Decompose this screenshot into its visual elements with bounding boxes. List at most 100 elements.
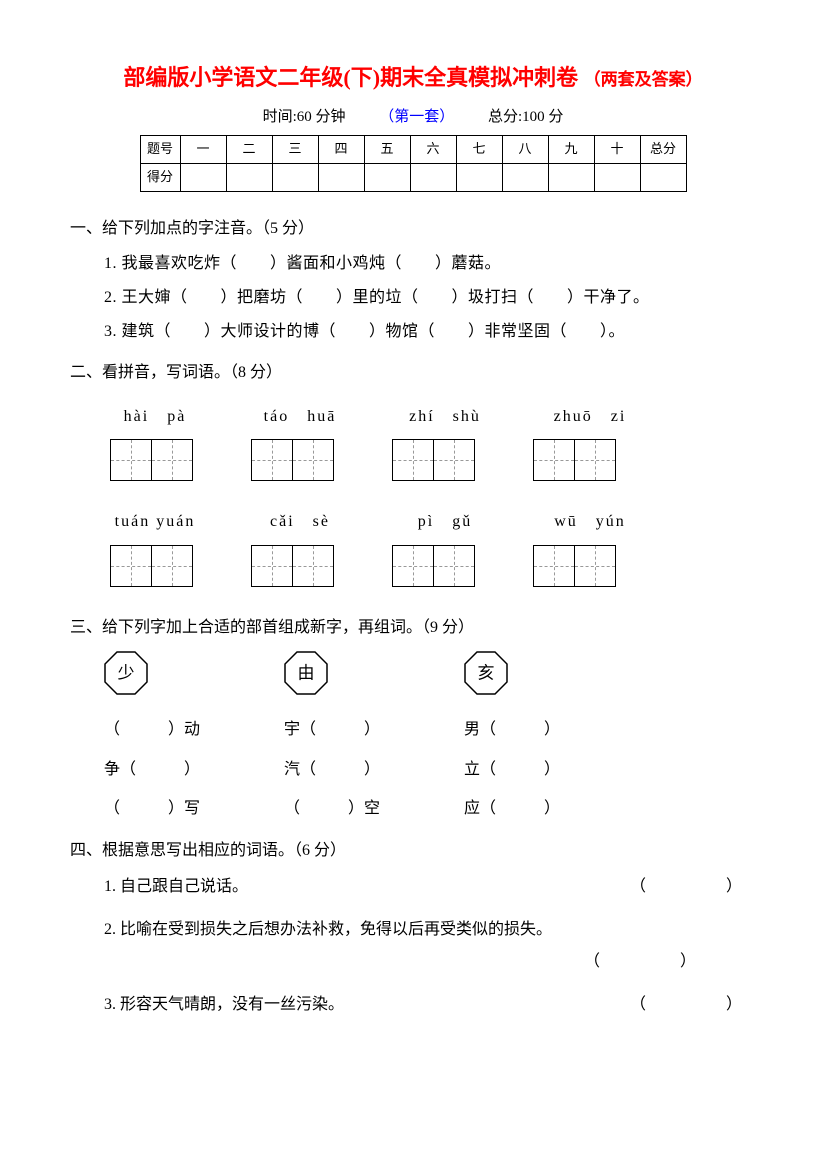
box-pair (533, 439, 614, 481)
char-box (251, 545, 293, 587)
td (226, 163, 272, 191)
char-box (574, 545, 616, 587)
radical-col: 亥 (464, 651, 644, 704)
td (318, 163, 364, 191)
radical-cell: 男（ ） (464, 717, 644, 743)
th: 三 (272, 136, 318, 164)
char-box (110, 439, 152, 481)
radical-cell: 应（ ） (464, 796, 644, 822)
octagon-icon: 由 (284, 651, 328, 695)
q4-text: 3. 形容天气晴朗，没有一丝污染。 (104, 992, 616, 1018)
title-text: 部编版小学语文二年级(下)期末全真模拟冲刺卷 (123, 65, 578, 90)
table-row: 题号 一 二 三 四 五 六 七 八 九 十 总分 (140, 136, 686, 164)
td (502, 163, 548, 191)
td (594, 163, 640, 191)
q1-line-3: 3. 建筑（ ）大师设计的博（ ）物馆（ ）非常坚固（ ）。 (104, 319, 756, 345)
q4-blank: （ ） (616, 874, 756, 900)
radical-octagon-row: 少 由 亥 (104, 651, 756, 704)
char-box (574, 439, 616, 481)
box-pair (251, 439, 332, 481)
char-box (292, 439, 334, 481)
box-pair (110, 439, 191, 481)
page-header: 部编版小学语文二年级(下)期末全真模拟冲刺卷 （两套及答案） 时间:60 分钟 … (70, 60, 756, 192)
box-pair (110, 545, 191, 587)
pinyin: táo huā (255, 404, 345, 430)
radical-cell: 宇（ ） (284, 717, 464, 743)
th: 九 (548, 136, 594, 164)
pinyin: cǎi sè (255, 509, 345, 535)
pinyin-row-1: hài pà táo huā zhí shù zhuō zi (110, 404, 756, 430)
td (640, 163, 686, 191)
char-box (392, 439, 434, 481)
td (272, 163, 318, 191)
char-box (433, 439, 475, 481)
q4-text: 2. 比喻在受到损失之后想办法补救，免得以后再受类似的损失。 (104, 917, 756, 943)
table-row: 得分 (140, 163, 686, 191)
radical-row: （ ）写 （ ）空 应（ ） (104, 796, 756, 822)
section-3-title: 三、给下列字加上合适的部首组成新字，再组词。（9 分） (70, 615, 756, 641)
section-4-title: 四、根据意思写出相应的词语。（6 分） (70, 838, 756, 864)
box-row-2 (110, 545, 756, 587)
q4-desc: 形容天气晴朗，没有一丝污染。 (120, 996, 344, 1013)
q4-text: 1. 自己跟自己说话。 (104, 874, 616, 900)
pinyin-row-2: tuán yuán cǎi sè pì gǔ wū yún (110, 509, 756, 535)
section-1-title: 一、给下列加点的字注音。（5 分） (70, 216, 756, 242)
td (180, 163, 226, 191)
th: 一 (180, 136, 226, 164)
octagon-icon: 亥 (464, 651, 508, 695)
section-2-title: 二、看拼音，写词语。（8 分） (70, 360, 756, 386)
char-box (392, 545, 434, 587)
td (364, 163, 410, 191)
time-label: 时间:60 分钟 (263, 109, 346, 125)
radical-row: （ ）动 宇（ ） 男（ ） (104, 717, 756, 743)
th: 六 (410, 136, 456, 164)
th: 八 (502, 136, 548, 164)
q4-blank-2: （ ） (104, 949, 756, 975)
th: 二 (226, 136, 272, 164)
q4-item-1: 1. 自己跟自己说话。 （ ） (104, 874, 756, 900)
octagon-icon: 少 (104, 651, 148, 695)
title-main: 部编版小学语文二年级(下)期末全真模拟冲刺卷 （两套及答案） (70, 60, 756, 95)
radical-col: 少 (104, 651, 284, 704)
meta-row: 时间:60 分钟 （第一套） 总分:100 分 (70, 105, 756, 129)
box-pair (392, 439, 473, 481)
q4-blank: （ ） (616, 992, 756, 1018)
th: 五 (364, 136, 410, 164)
pinyin: zhí shù (400, 404, 490, 430)
box-pair (251, 545, 332, 587)
th: 七 (456, 136, 502, 164)
score-table: 题号 一 二 三 四 五 六 七 八 九 十 总分 得分 (140, 135, 687, 192)
pinyin: pì gǔ (400, 509, 490, 535)
td (456, 163, 502, 191)
radical-section: 少 由 亥 （ ）动 宇（ ） 男（ ） 争（ ） 汽（ ） 立（ ） （ ）写… (104, 651, 756, 822)
char-box (433, 545, 475, 587)
q4-item-3: 3. 形容天气晴朗，没有一丝污染。 （ ） (104, 992, 756, 1018)
radical-char: 由 (298, 659, 315, 686)
radical-char: 少 (118, 659, 135, 686)
q4-num: 1. (104, 878, 116, 895)
radical-cell: （ ）写 (104, 796, 284, 822)
char-box (110, 545, 152, 587)
radical-cell: （ ）动 (104, 717, 284, 743)
q1-line-2: 2. 王大婶（ ）把磨坊（ ）里的垃（ ）圾打扫（ ）干净了。 (104, 285, 756, 311)
radical-cell: （ ）空 (284, 796, 464, 822)
q4-num: 3. (104, 996, 116, 1013)
char-box (292, 545, 334, 587)
char-box (533, 545, 575, 587)
char-box (533, 439, 575, 481)
q4-desc: 比喻在受到损失之后想办法补救，免得以后再受类似的损失。 (120, 921, 552, 938)
td (548, 163, 594, 191)
title-sub: （两套及答案） (584, 70, 703, 89)
radical-col: 由 (284, 651, 464, 704)
set-label: （第一套） (379, 109, 454, 125)
radical-cell: 立（ ） (464, 757, 644, 783)
pinyin: wū yún (545, 509, 635, 535)
box-row-1 (110, 439, 756, 481)
th: 总分 (640, 136, 686, 164)
radical-cell: 汽（ ） (284, 757, 464, 783)
q1-line-1: 1. 我最喜欢吃炸（ ）酱面和小鸡炖（ ）蘑菇。 (104, 251, 756, 277)
char-box (251, 439, 293, 481)
th-label: 题号 (140, 136, 180, 164)
char-box (151, 545, 193, 587)
q4-desc: 自己跟自己说话。 (120, 878, 248, 895)
